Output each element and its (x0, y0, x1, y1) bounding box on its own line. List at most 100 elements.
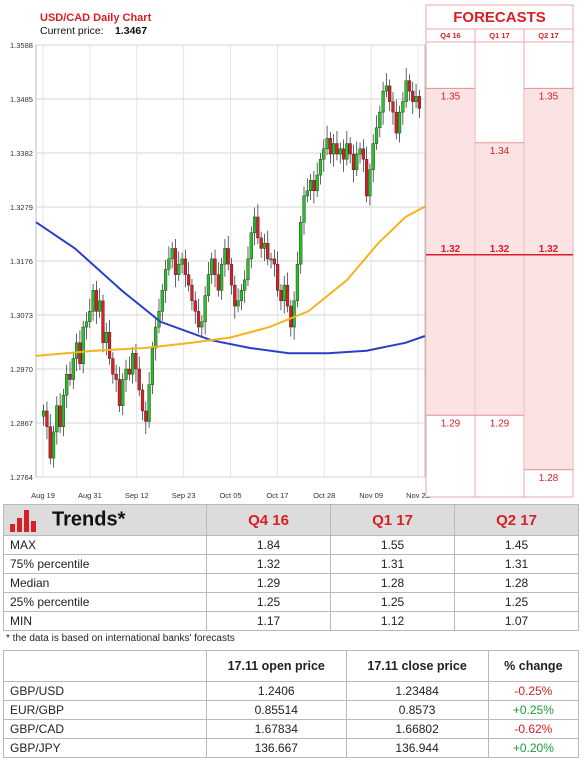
price-close: 1.23484 (345, 681, 489, 701)
x-tick-label: Aug 19 (31, 491, 55, 500)
candle-body (190, 284, 194, 302)
forecast-value-label: 1.35 (441, 91, 461, 102)
candle-body (160, 290, 164, 312)
candle-body (246, 258, 250, 281)
candle-body (312, 180, 316, 191)
candle-body (111, 358, 115, 375)
candle-body (61, 395, 66, 427)
candle-body (381, 90, 385, 113)
candle-body (262, 242, 267, 249)
forecast-col-label: Q2 17 (538, 31, 558, 40)
price-close: 136.944 (345, 738, 489, 758)
candle-body (206, 274, 211, 296)
trends-col-q1-17: Q1 17 (330, 504, 455, 536)
candle-body (292, 300, 296, 328)
candle-body (338, 148, 342, 155)
y-tick-label: 1.3485 (10, 95, 33, 104)
price-change: -0.25% (487, 681, 580, 701)
trends-value: 1.28 (454, 573, 579, 593)
forecast-value-label: 1.34 (490, 146, 510, 157)
candle-body (163, 269, 168, 291)
candle-body (374, 127, 379, 144)
footnote: * the data is based on international ban… (6, 633, 235, 644)
candle-body (233, 284, 237, 307)
candle-body (84, 321, 89, 328)
candle-body (315, 174, 319, 191)
trends-title: Trends* (52, 508, 126, 531)
x-tick-label: Aug 31 (78, 491, 102, 500)
candle-body (134, 353, 138, 370)
price-close: 0.8573 (345, 700, 489, 720)
trends-header-row: Trends* Q4 16 Q1 17 Q2 17 (3, 504, 579, 536)
price-row: GBP/CAD 1.67834 1.66802 -0.62% (3, 719, 580, 739)
candle-body (345, 143, 349, 160)
candle-body (371, 143, 375, 170)
candle-body (411, 90, 415, 102)
trends-value: 1.31 (330, 554, 455, 574)
x-tick-label: Oct 28 (313, 491, 335, 500)
trends-value: 1.84 (206, 535, 331, 555)
trends-value: 1.45 (454, 535, 579, 555)
prices-header-open: 17.11 open price (206, 650, 347, 682)
candle-body (295, 263, 300, 302)
candle-body (137, 368, 141, 391)
candle-body (299, 222, 303, 265)
trends-value: 1.07 (454, 611, 579, 631)
candle-body (147, 384, 151, 422)
price-open: 1.2406 (206, 681, 347, 701)
price-close: 1.66802 (345, 719, 489, 739)
trends-title-cell: Trends* (3, 504, 207, 536)
y-tick-label: 1.2764 (10, 473, 33, 482)
candle-body (48, 426, 52, 459)
candle-body (144, 410, 148, 422)
price-row: GBP/USD 1.2406 1.23484 -0.25% (3, 681, 580, 701)
y-tick-label: 1.2970 (10, 365, 33, 374)
usdcad-chart: 1.3588 1.3485 1.3382 1.3279 1.3176 1.3073 1.29… (10, 4, 574, 500)
candle-body (348, 143, 352, 155)
candle-body (358, 148, 362, 155)
y-tick-label: 1.3382 (10, 149, 33, 158)
candle-body (361, 148, 365, 160)
x-tick-label: Nov 09 (359, 491, 383, 500)
candle-body (65, 374, 69, 396)
candle-body (117, 379, 122, 406)
candle-body (368, 169, 372, 197)
prices-header-pair (3, 650, 207, 682)
candle-body (269, 258, 273, 261)
candle-body (332, 143, 336, 155)
candle-body (121, 379, 125, 406)
candle-body (259, 237, 263, 249)
candle-body (388, 85, 392, 102)
forecast-range-band (427, 88, 474, 416)
trends-value: 1.31 (454, 554, 579, 574)
candle-body (229, 263, 234, 286)
candle-body (220, 263, 224, 291)
trends-value: 1.29 (206, 573, 331, 593)
candle-body (223, 248, 227, 265)
candle-body (124, 368, 128, 380)
candle-body (150, 347, 155, 385)
candle-body (68, 374, 72, 380)
trends-row-label: 25% percentile (3, 592, 207, 612)
current-price-label: Current price: (40, 25, 104, 37)
candle-body (167, 258, 171, 270)
trends-value: 1.32 (206, 554, 331, 574)
candle-body (55, 405, 59, 433)
candle-body (193, 300, 197, 312)
usdcad-chart-panel: 1.3588 1.3485 1.3382 1.3279 1.3176 1.3073 1.29… (10, 4, 574, 500)
trends-col-q4-16: Q4 16 (206, 504, 331, 536)
candle-body (170, 248, 174, 260)
candle-body (266, 242, 270, 260)
trends-row: Median 1.29 1.28 1.28 (3, 573, 579, 593)
forecast-value-label: 1.29 (490, 418, 510, 429)
price-open: 136.667 (206, 738, 347, 758)
forecast-col-label: Q4 16 (440, 31, 460, 40)
candle-body (187, 274, 191, 286)
candle-body (378, 111, 382, 129)
forecast-value-label: 1.32 (490, 244, 510, 255)
candle-body (45, 410, 49, 427)
forecast-range-band (476, 142, 523, 416)
candle-body (276, 263, 280, 291)
moving-average-line (35, 221, 426, 355)
candle-body (94, 290, 98, 312)
